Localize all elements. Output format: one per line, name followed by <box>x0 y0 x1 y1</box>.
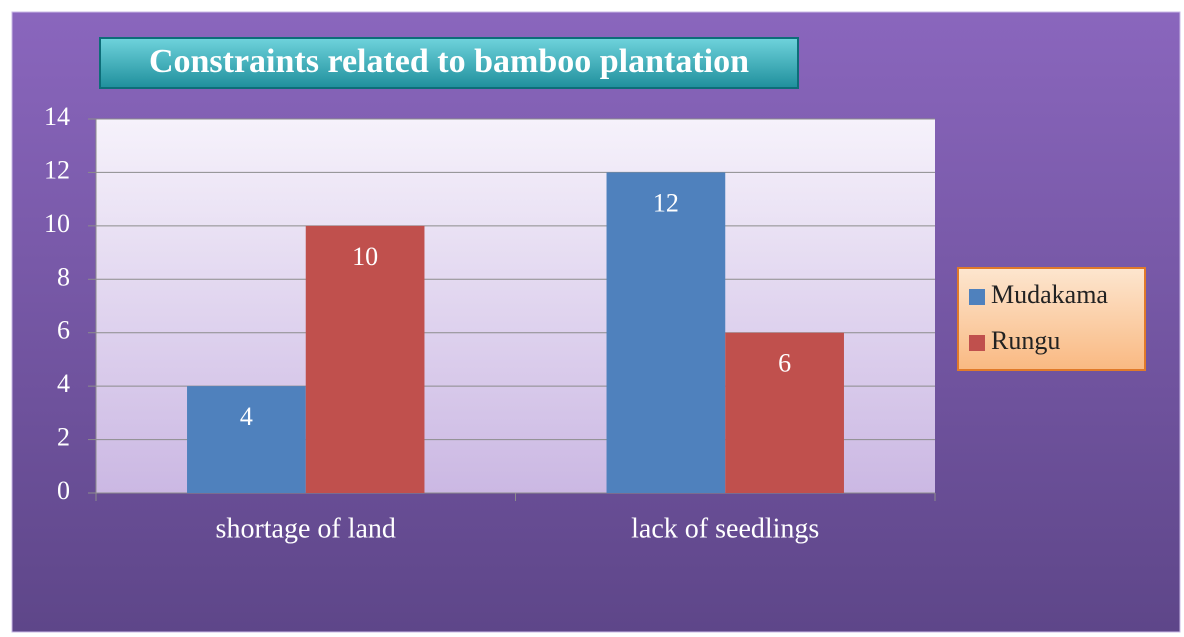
y-tick-label: 2 <box>57 423 70 452</box>
y-tick-label: 10 <box>44 209 70 238</box>
y-tick-label: 4 <box>57 369 70 398</box>
data-label: 4 <box>240 402 253 431</box>
legend-label: Mudakama <box>991 280 1108 309</box>
data-label: 12 <box>653 188 679 217</box>
y-tick-label: 12 <box>44 155 70 184</box>
title-box <box>99 37 799 89</box>
legend-box <box>957 267 1146 371</box>
data-label: 6 <box>778 349 791 378</box>
y-tick-label: 8 <box>57 262 70 291</box>
bar <box>725 332 844 493</box>
data-label: 10 <box>352 242 378 271</box>
chart-title: Constraints related to bamboo plantation <box>149 43 749 80</box>
x-tick-label: shortage of land <box>216 513 396 544</box>
y-tick-label: 14 <box>44 102 70 131</box>
bar <box>305 225 425 493</box>
bar <box>187 386 306 493</box>
legend-label: Rungu <box>991 326 1060 355</box>
y-tick-label: 0 <box>57 476 70 505</box>
legend-swatch <box>969 335 985 351</box>
x-tick-label: lack of seedlings <box>631 513 819 544</box>
y-tick-label: 6 <box>57 316 70 345</box>
bar <box>606 172 726 493</box>
legend-swatch <box>969 289 985 305</box>
